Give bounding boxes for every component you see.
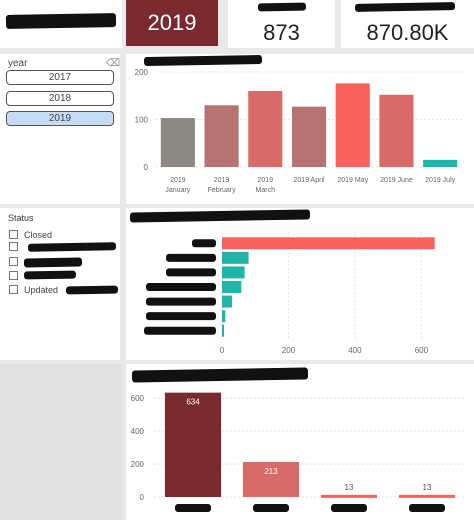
horizontal-chart-tile: 0 200 400 600: [126, 208, 474, 360]
x-tick-label: March: [256, 187, 276, 194]
data-label: 13: [423, 483, 432, 492]
kpi-year-card: 2019: [126, 0, 218, 46]
y-tick-label: 200: [131, 460, 145, 469]
bar: [204, 105, 239, 167]
redacted-label: [354, 2, 456, 12]
checkbox[interactable]: [9, 271, 18, 280]
redacted-category-label: [253, 504, 289, 512]
x-tick-label: 200: [282, 346, 296, 355]
status-option[interactable]: [9, 270, 18, 281]
checkbox[interactable]: [9, 257, 18, 266]
x-tick-label: 2019 June: [380, 177, 413, 184]
bar: [164, 392, 222, 497]
status-option-updated[interactable]: Updated: [9, 284, 58, 295]
monthly-chart-tile: 0 100 200 2019 January 2019 February 2019 March 2…: [126, 54, 474, 204]
redacted-category-label: [166, 268, 216, 277]
redacted-label: [27, 242, 117, 252]
empty-panel: [0, 364, 122, 520]
bar: [423, 159, 458, 167]
year-option-2019[interactable]: 2019: [6, 111, 114, 126]
kpi-count-card: 873: [228, 0, 335, 48]
redacted-category-label: [409, 504, 445, 512]
bottom-chart-tile: 0 200 400 600 634 213 13 13: [126, 364, 474, 520]
data-label: 13: [345, 483, 354, 492]
x-tick-label: 400: [348, 346, 362, 355]
redacted-label: [23, 257, 83, 268]
monthly-column-chart: 0 100 200 2019 January 2019 February 2019 March 2…: [135, 68, 462, 194]
redacted-category-label: [192, 239, 216, 248]
data-label: 213: [264, 467, 278, 476]
x-tick-label: 2019: [214, 177, 230, 184]
bar: [248, 91, 283, 167]
redacted-label: [257, 2, 307, 12]
bar: [335, 83, 370, 167]
status-slicer-title: Status: [8, 213, 34, 223]
y-tick-label: 100: [135, 116, 149, 125]
bar: [222, 295, 232, 308]
redacted-category-label: [144, 326, 216, 335]
x-tick-label: 600: [415, 346, 429, 355]
x-tick-label: 2019: [257, 177, 273, 184]
y-tick-label: 0: [144, 163, 149, 172]
redacted-category-label: [146, 297, 216, 306]
bar: [291, 106, 327, 167]
y-tick-label: 0: [140, 493, 145, 502]
bar: [398, 494, 456, 498]
status-slicer-panel: [0, 208, 120, 360]
status-option[interactable]: [9, 256, 18, 267]
year-slicer-title: year: [8, 58, 28, 69]
redacted-label: [5, 13, 117, 29]
kpi-count-value: 873: [263, 20, 300, 45]
x-tick-label: 2019: [170, 177, 186, 184]
redacted-label: [65, 285, 119, 295]
x-tick-label: 2019 April: [293, 177, 325, 184]
redacted-category-label: [175, 504, 211, 512]
data-label: 634: [186, 398, 200, 407]
horizontal-bar-chart: 0 200 400 600: [144, 232, 435, 355]
checkbox[interactable]: [9, 285, 18, 294]
x-tick-label: January: [165, 187, 190, 194]
bar: [222, 324, 224, 337]
bar: [379, 94, 414, 167]
eraser-icon[interactable]: ⌫: [106, 58, 121, 69]
bar: [222, 310, 226, 323]
bar: [222, 251, 249, 264]
redacted-label: [23, 270, 77, 280]
bar: [222, 266, 245, 279]
checkbox[interactable]: [9, 242, 18, 251]
status-option[interactable]: [9, 241, 18, 252]
redacted-category-label: [331, 504, 367, 512]
bar: [320, 494, 378, 498]
x-tick-label: 2019 July: [425, 177, 455, 184]
redacted-category-label: [146, 312, 216, 321]
y-tick-label: 600: [131, 394, 145, 403]
year-option-2018[interactable]: 2018: [6, 91, 114, 106]
kpi-amount-card: 870.80K: [341, 0, 474, 48]
kpi-tile-left: [0, 0, 122, 48]
x-tick-label: 2019 May: [337, 177, 368, 184]
bar: [222, 281, 242, 293]
kpi-amount-value: 870.80K: [366, 20, 449, 45]
y-tick-label: 400: [131, 427, 145, 436]
y-tick-label: 200: [135, 68, 149, 77]
bottom-column-chart: 0 200 400 600 634 213 13 13: [131, 392, 466, 512]
bar: [242, 461, 300, 497]
bar: [160, 118, 195, 167]
x-tick-label: 0: [220, 346, 225, 355]
year-option-2017[interactable]: 2017: [6, 70, 114, 85]
status-option-label: Closed: [24, 229, 53, 240]
checkbox[interactable]: [9, 230, 18, 239]
status-option-closed[interactable]: Closed: [9, 229, 52, 240]
status-option-label: Updated: [24, 284, 59, 295]
x-tick-label: February: [208, 187, 237, 194]
redacted-category-label: [166, 253, 216, 262]
redacted-category-label: [146, 283, 216, 291]
bar: [222, 237, 435, 250]
